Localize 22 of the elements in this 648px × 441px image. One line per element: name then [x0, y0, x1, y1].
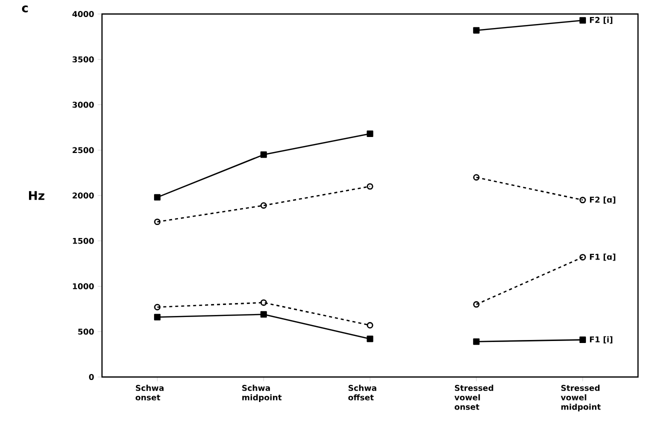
point: [154, 194, 161, 201]
point: [154, 218, 161, 226]
point: [473, 27, 480, 34]
point: [579, 17, 586, 24]
point: [473, 301, 480, 308]
point: [260, 202, 267, 209]
point: [366, 336, 374, 342]
text: c: [22, 6, 28, 12]
point: [473, 174, 480, 181]
point: [473, 338, 480, 345]
point: [366, 322, 374, 329]
point: [366, 183, 374, 190]
point: [579, 336, 586, 344]
point: [579, 254, 586, 260]
point: [154, 314, 161, 320]
point: [260, 311, 267, 318]
point: [260, 299, 267, 306]
point: [154, 304, 161, 310]
point: [579, 196, 586, 204]
y-axis-title: Hz: [29, 191, 44, 200]
point: [260, 151, 267, 158]
point: [366, 130, 374, 138]
